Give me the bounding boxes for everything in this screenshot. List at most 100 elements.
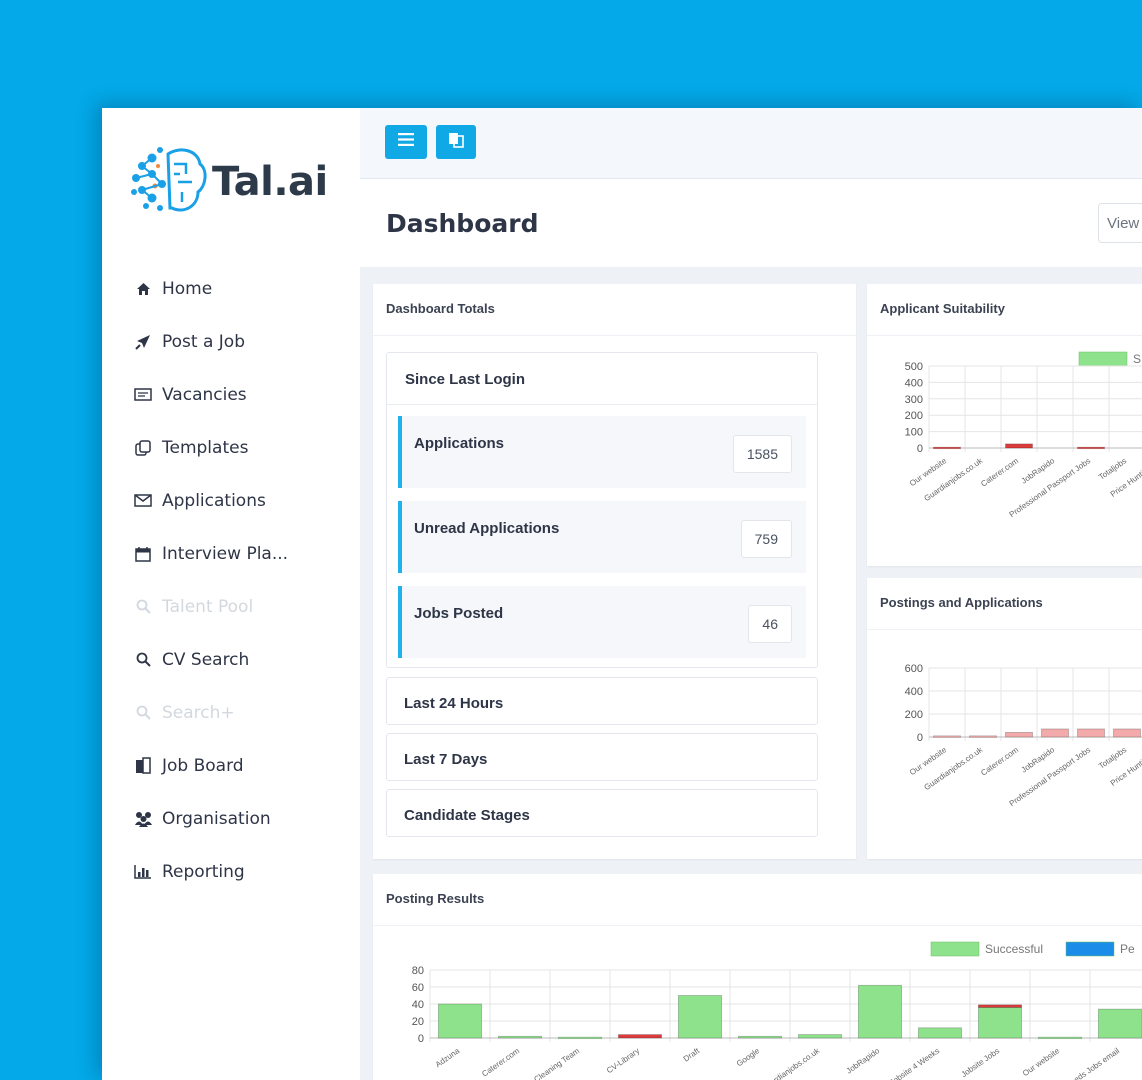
bar <box>918 1027 963 1039</box>
brand-name: Tal.ai <box>212 159 328 205</box>
x-tick-label: Jobsite 4 Weeks <box>888 1046 941 1080</box>
candidate-stages-section[interactable]: Candidate Stages <box>386 789 818 837</box>
home-icon <box>130 282 156 296</box>
x-tick-label: Caterer.com <box>979 745 1020 778</box>
x-tick-label: Caterer.com <box>480 1046 521 1079</box>
sidebar-item-search-plus[interactable]: Search+ <box>130 686 355 739</box>
x-tick-label: Google <box>735 1046 762 1068</box>
page-title: Dashboard <box>386 209 539 238</box>
legend-label: Pe <box>1120 942 1135 956</box>
dashboard-totals-panel: Dashboard Totals Since Last Login Applic… <box>373 284 856 859</box>
bar <box>737 1035 782 1039</box>
stat-unread-applications[interactable]: Unread Applications 759 <box>398 501 806 573</box>
documents-button[interactable] <box>436 125 476 159</box>
x-tick-label: Totaljobs <box>1097 456 1128 481</box>
bar <box>978 1004 1023 1008</box>
since-last-login-header[interactable]: Since Last Login <box>387 353 817 405</box>
y-tick-label: 60 <box>412 982 424 994</box>
sidebar-item-reporting[interactable]: Reporting <box>130 845 355 898</box>
sidebar-item-label: Vacancies <box>162 384 247 405</box>
search-icon <box>130 652 156 667</box>
bar <box>933 735 961 738</box>
sidebar-item-label: Reporting <box>162 861 245 882</box>
search-icon <box>130 599 156 614</box>
y-tick-label: 0 <box>917 443 923 455</box>
rocket-icon <box>130 334 156 350</box>
people-icon <box>130 811 156 827</box>
y-tick-label: 600 <box>905 663 923 675</box>
y-tick-label: 300 <box>905 394 923 406</box>
y-tick-label: 400 <box>905 686 923 698</box>
x-tick-label: Jobsite Jobs <box>960 1046 1002 1079</box>
x-tick-label: Cleaning Team <box>532 1046 581 1080</box>
sidebar-item-label: Job Board <box>162 755 244 776</box>
bar <box>1038 1036 1083 1040</box>
page-header: Dashboard View <box>360 179 1142 267</box>
panel-title: Dashboard Totals <box>373 284 856 336</box>
bar <box>1041 728 1069 738</box>
templates-icon <box>130 439 156 456</box>
bar <box>1113 728 1141 738</box>
legend-swatch <box>930 941 980 957</box>
bar <box>1005 443 1033 449</box>
search-icon <box>130 705 156 720</box>
sidebar-item-cv-search[interactable]: CV Search <box>130 633 355 686</box>
stat-label: Unread Applications <box>414 520 560 537</box>
sidebar-item-label: CV Search <box>162 649 250 670</box>
brand-logo[interactable]: Tal.ai <box>128 144 328 220</box>
copy-icon <box>448 132 464 153</box>
sidebar-item-post-a-job[interactable]: Post a Job <box>130 315 355 368</box>
panel-title: Postings and Applications <box>867 578 1142 630</box>
legend-swatch <box>1078 351 1128 367</box>
app-window: Tal.ai Home Post a Job Vacancies <box>102 108 1142 1080</box>
legend-label: Successful <box>985 942 1043 956</box>
sidebar-item-label: Home <box>162 278 213 299</box>
vacancies-icon <box>130 388 156 401</box>
sidebar-item-templates[interactable]: Templates <box>130 421 355 474</box>
menu-toggle-button[interactable] <box>385 125 427 159</box>
sidebar-item-talent-pool[interactable]: Talent Pool <box>130 580 355 633</box>
top-toolbar <box>360 108 1142 179</box>
since-last-login-card: Since Last Login Applications 1585 Unrea… <box>386 352 818 668</box>
sidebar-item-label: Search+ <box>162 702 235 723</box>
y-tick-label: 0 <box>917 732 923 744</box>
bar <box>1005 732 1033 738</box>
sidebar-item-home[interactable]: Home <box>130 262 355 315</box>
posting-results-panel: Posting Results Successful Pe 0 20 40 60 80 Adz… <box>373 874 1142 1080</box>
applicant-suitability-panel: Applicant Suitability S 0 100 200 300 400 500 O… <box>867 284 1142 566</box>
sidebar-item-applications[interactable]: Applications <box>130 474 355 527</box>
bar <box>677 995 722 1039</box>
last-24-hours-section[interactable]: Last 24 Hours <box>386 677 818 725</box>
postings-and-applications-panel: Postings and Applications 0 200 400 600 Our … <box>867 578 1142 859</box>
bar <box>498 1035 543 1039</box>
sidebar-item-label: Organisation <box>162 808 271 829</box>
x-tick-label: CV-Library <box>605 1046 641 1075</box>
sidebar-item-label: Post a Job <box>162 331 245 352</box>
sidebar-nav: Home Post a Job Vacancies Templates <box>130 262 355 898</box>
y-tick-label: 200 <box>905 410 923 422</box>
bar <box>933 446 961 450</box>
bar <box>1077 446 1105 450</box>
stat-jobs-posted[interactable]: Jobs Posted 46 <box>398 586 806 658</box>
last-7-days-section[interactable]: Last 7 Days <box>386 733 818 781</box>
y-tick-label: 80 <box>412 965 424 977</box>
x-tick-label: Our website <box>1021 1046 1062 1078</box>
sidebar-item-job-board[interactable]: Job Board <box>130 739 355 792</box>
y-tick-label: 200 <box>905 709 923 721</box>
view-button[interactable]: View <box>1098 203 1142 243</box>
sidebar-item-organisation[interactable]: Organisation <box>130 792 355 845</box>
x-tick-label: Adzuna <box>434 1046 462 1069</box>
x-tick-label: Totaljobs <box>1097 745 1128 770</box>
stat-applications[interactable]: Applications 1585 <box>398 416 806 488</box>
bar <box>1098 1008 1142 1039</box>
stat-value: 759 <box>740 520 792 558</box>
panel-title: Posting Results <box>373 874 1142 926</box>
bar <box>1077 728 1105 738</box>
x-tick-label: JobRapido <box>845 1046 882 1076</box>
posting-results-chart: Successful Pe 0 20 40 60 80 Adzuna Caterer.com Cl… <box>412 941 1142 1080</box>
sidebar-item-interview-planner[interactable]: Interview Pla... <box>130 527 355 580</box>
x-tick-label: Caterer.com <box>979 456 1020 489</box>
sidebar-item-vacancies[interactable]: Vacancies <box>130 368 355 421</box>
